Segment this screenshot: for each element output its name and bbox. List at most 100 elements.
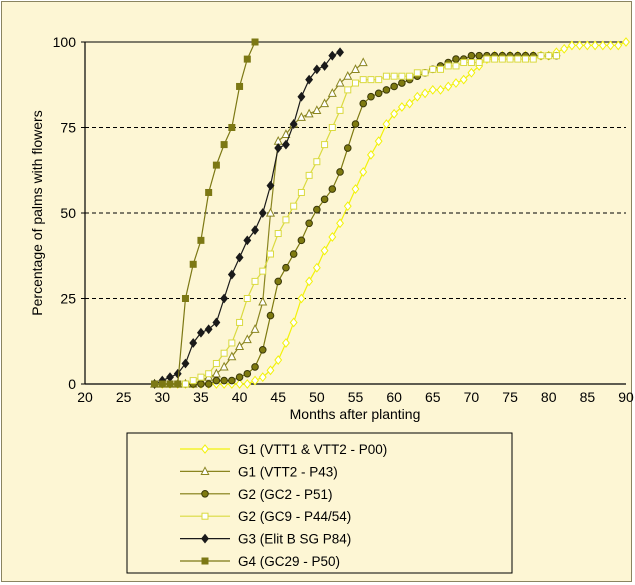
data-point-s1-11	[235, 379, 244, 389]
data-point-s4-40	[460, 59, 468, 67]
data-point-s3-39	[452, 55, 460, 63]
data-point-s3-42	[475, 51, 483, 60]
series-group	[150, 37, 630, 389]
data-point-s4-34	[413, 69, 421, 77]
data-point-s5-4	[181, 358, 190, 369]
data-point-s2-20	[304, 108, 314, 118]
data-point-s2-12	[242, 334, 252, 344]
data-point-s6-11	[236, 82, 244, 90]
data-point-s5-6	[196, 327, 205, 338]
data-point-s2-15	[265, 207, 276, 217]
data-point-s3-16	[274, 277, 283, 286]
data-point-s5-21	[312, 64, 321, 75]
data-point-s6-0	[151, 380, 159, 388]
data-point-s1-19	[297, 293, 306, 304]
x-tick-60: 60	[386, 389, 402, 405]
data-point-s4-35	[421, 69, 429, 77]
legend-item-1: G1 (VTT1 & VTT2 - P00)	[180, 442, 387, 457]
grid-lines	[85, 127, 626, 299]
data-point-s2-9	[219, 361, 229, 371]
data-point-s4-36	[429, 65, 437, 73]
data-point-s4-45	[498, 55, 506, 63]
data-point-s4-4	[181, 380, 189, 388]
data-point-s3-30	[382, 86, 391, 94]
data-point-s2-17	[281, 129, 291, 138]
data-point-s4-41	[467, 59, 475, 67]
data-point-s4-18	[290, 202, 298, 210]
y-tick-labels: 0 25 50 75 100	[53, 34, 85, 392]
data-point-s5-24	[336, 47, 344, 58]
data-point-s5-18	[289, 119, 298, 129]
data-point-s6-3	[174, 380, 182, 388]
data-point-s3-22	[320, 195, 329, 204]
data-point-s4-31	[390, 72, 398, 80]
series-3	[150, 51, 561, 388]
data-point-s4-24	[336, 106, 344, 114]
data-point-s1-17	[282, 338, 290, 348]
data-point-s6-9	[220, 141, 228, 149]
data-point-s6-2	[166, 380, 174, 388]
data-point-s3-32	[398, 79, 406, 87]
data-point-s2-26	[350, 64, 361, 73]
x-tick-45: 45	[270, 389, 286, 405]
legend-item-6: G4 (GC29 - P50)	[180, 554, 340, 569]
data-point-s2-21	[312, 105, 322, 114]
data-point-s1-16	[274, 355, 283, 365]
data-point-s3-18	[289, 250, 298, 258]
data-point-s2-13	[250, 324, 260, 333]
data-point-s1-39	[452, 78, 460, 88]
x-tick-50: 50	[309, 389, 325, 405]
data-point-s4-52	[552, 52, 560, 60]
data-point-s4-17	[282, 216, 290, 224]
data-point-s1-35	[421, 88, 429, 99]
data-point-s4-22	[321, 141, 329, 149]
data-point-s1-26	[351, 184, 360, 194]
data-point-s3-29	[374, 89, 383, 98]
data-point-s5-22	[320, 61, 329, 71]
x-tick-65: 65	[425, 389, 441, 405]
data-point-s3-12	[243, 369, 252, 378]
legend-item-3: G2 (GC2 - P51)	[180, 487, 333, 502]
data-point-s4-11	[236, 318, 244, 326]
data-point-s2-23	[327, 88, 337, 97]
data-point-s1-32	[397, 102, 406, 112]
legend-item-4: G2 (GC9 - P44/54)	[180, 509, 351, 524]
legend-marker-2	[200, 466, 210, 475]
data-point-s5-14	[258, 208, 267, 218]
y-tick-75: 75	[60, 120, 76, 136]
data-point-s3-11	[235, 373, 244, 381]
x-tick-90: 90	[618, 389, 634, 405]
data-point-s1-12	[243, 379, 252, 389]
data-point-s5-23	[328, 50, 337, 61]
data-point-s3-24	[336, 168, 344, 176]
x-tick-75: 75	[502, 389, 518, 405]
data-point-s3-26	[351, 120, 360, 128]
data-point-s2-10	[227, 351, 237, 361]
data-point-s4-51	[545, 52, 553, 60]
data-point-s2-24	[335, 77, 345, 87]
legend-items: G1 (VTT1 & VTT2 - P00) G1 (VTT2 - P43) G2 …	[180, 442, 387, 569]
y-tick-25: 25	[60, 291, 76, 307]
data-point-s4-27	[359, 76, 367, 84]
data-point-s3-8	[212, 376, 221, 385]
data-point-s4-50	[537, 52, 545, 60]
data-point-s3-10	[228, 376, 236, 385]
data-point-s4-23	[328, 124, 336, 131]
x-tick-40: 40	[232, 389, 248, 405]
data-point-s3-31	[390, 82, 398, 91]
data-point-s2-11	[235, 341, 245, 350]
y-tick-100: 100	[53, 34, 77, 50]
data-point-s1-33	[405, 98, 414, 109]
y-axis-title: Percentage of palms with flowers	[29, 110, 45, 315]
data-point-s4-49	[529, 55, 537, 63]
data-point-s1-56	[583, 40, 592, 51]
data-point-s1-30	[382, 119, 391, 129]
data-point-s4-8	[212, 359, 220, 367]
data-point-s4-32	[398, 72, 406, 80]
data-point-s2-22	[320, 98, 330, 108]
series-line-3	[154, 55, 557, 385]
data-point-s4-10	[228, 339, 236, 347]
x-tick-85: 85	[580, 389, 596, 405]
x-tick-25: 25	[116, 389, 132, 405]
